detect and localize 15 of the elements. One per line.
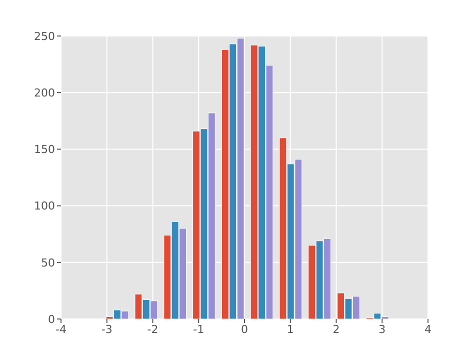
y-tick-label: 150 xyxy=(34,143,55,156)
x-tick-label: -2 xyxy=(147,322,158,336)
x-tick-label: 1 xyxy=(286,322,294,336)
y-tick-label: 250 xyxy=(34,30,55,43)
y-tick-label: 0 xyxy=(48,312,55,326)
x-tick-label: -3 xyxy=(101,322,112,336)
x-tick-label: 0 xyxy=(241,322,248,336)
y-tick-label: 200 xyxy=(34,86,55,100)
y-tick-label: 50 xyxy=(41,256,55,270)
x-tick-label: 3 xyxy=(378,322,386,336)
x-tick-label: -1 xyxy=(193,322,204,336)
y-tick-label: 100 xyxy=(34,200,55,213)
x-tick-label: -4 xyxy=(56,322,66,336)
x-tick-label: 2 xyxy=(332,322,340,336)
x-tick-label: 4 xyxy=(424,322,432,336)
